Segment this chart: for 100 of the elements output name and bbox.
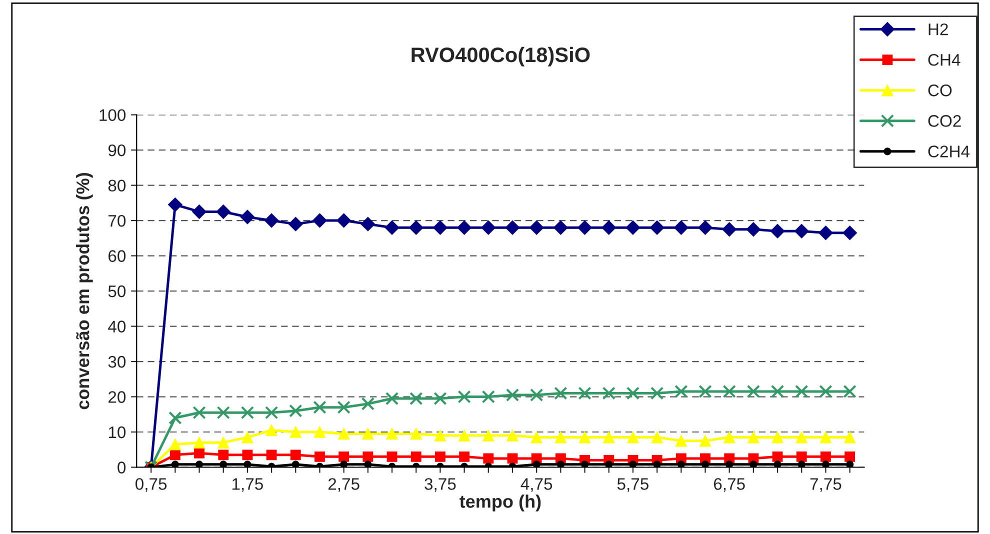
point bbox=[748, 431, 760, 444]
point bbox=[384, 220, 400, 235]
point bbox=[432, 220, 448, 235]
point bbox=[337, 400, 350, 414]
y-tick-label: 100 bbox=[100, 109, 126, 122]
point bbox=[819, 384, 832, 398]
point bbox=[578, 386, 592, 400]
point bbox=[820, 451, 831, 462]
point bbox=[434, 430, 446, 442]
point bbox=[360, 216, 376, 232]
y-tick-label: 0 bbox=[118, 462, 126, 474]
point bbox=[195, 460, 204, 468]
legend-label: CH4 bbox=[928, 54, 960, 66]
point bbox=[386, 428, 398, 440]
point bbox=[794, 224, 809, 238]
point bbox=[795, 384, 808, 398]
point bbox=[314, 426, 326, 438]
point bbox=[482, 390, 495, 404]
point bbox=[506, 388, 520, 402]
point bbox=[435, 451, 446, 462]
point bbox=[289, 404, 302, 418]
point bbox=[361, 397, 375, 410]
x-tick-label: 3,75 bbox=[424, 478, 456, 492]
point bbox=[556, 460, 565, 468]
y-tick-label: 10 bbox=[108, 426, 126, 438]
point bbox=[554, 431, 567, 444]
point bbox=[578, 220, 592, 235]
x-tick-label: 7,75 bbox=[810, 478, 842, 492]
point bbox=[193, 436, 206, 448]
y-tick-label: 70 bbox=[108, 214, 126, 227]
point bbox=[216, 406, 230, 420]
point bbox=[674, 220, 688, 235]
point bbox=[772, 431, 784, 444]
point bbox=[410, 392, 423, 406]
point bbox=[532, 460, 540, 468]
point bbox=[650, 220, 664, 235]
point bbox=[602, 386, 616, 400]
point bbox=[192, 406, 206, 420]
point bbox=[192, 204, 206, 219]
point bbox=[458, 430, 470, 442]
point bbox=[844, 451, 856, 462]
point bbox=[410, 451, 422, 462]
point bbox=[457, 220, 472, 235]
y-tick-label: 60 bbox=[108, 250, 126, 262]
y-tick-label: 20 bbox=[108, 391, 126, 403]
point bbox=[843, 384, 856, 398]
point bbox=[194, 448, 204, 458]
point bbox=[653, 460, 661, 468]
point bbox=[602, 220, 616, 235]
point bbox=[699, 434, 712, 447]
point bbox=[626, 386, 640, 400]
x-tick-label: 1,75 bbox=[232, 478, 263, 492]
point bbox=[554, 386, 568, 400]
point bbox=[336, 213, 352, 228]
point bbox=[218, 450, 229, 460]
point bbox=[459, 451, 470, 462]
legend-label: H2 bbox=[928, 23, 948, 36]
point bbox=[798, 460, 806, 468]
point bbox=[820, 431, 832, 444]
point bbox=[264, 213, 279, 228]
point bbox=[627, 431, 639, 444]
point bbox=[723, 431, 736, 444]
point bbox=[796, 451, 807, 462]
point bbox=[842, 226, 858, 240]
point bbox=[677, 460, 685, 468]
point bbox=[605, 460, 613, 468]
legend-label: C2H4 bbox=[928, 146, 970, 158]
point bbox=[290, 450, 301, 460]
y-tick-label: 40 bbox=[108, 320, 126, 332]
point bbox=[822, 460, 830, 468]
point bbox=[242, 431, 254, 444]
point bbox=[338, 428, 350, 440]
point bbox=[217, 436, 230, 448]
point bbox=[770, 224, 785, 238]
point bbox=[264, 406, 278, 420]
point bbox=[292, 460, 300, 468]
y-axis-title: conversão em produtos (%) bbox=[76, 173, 93, 410]
point bbox=[170, 450, 180, 460]
point bbox=[750, 460, 758, 468]
y-tick-label: 30 bbox=[108, 356, 126, 368]
point bbox=[171, 460, 179, 468]
point bbox=[385, 392, 399, 406]
point bbox=[580, 460, 589, 468]
point bbox=[675, 434, 688, 447]
point bbox=[240, 406, 254, 420]
point bbox=[483, 453, 494, 464]
point bbox=[772, 451, 783, 462]
point bbox=[216, 204, 231, 219]
point bbox=[626, 220, 640, 235]
x-tick-label: 4,75 bbox=[520, 478, 552, 492]
point bbox=[701, 460, 710, 468]
point bbox=[553, 220, 568, 235]
point bbox=[698, 220, 712, 235]
point bbox=[242, 450, 253, 460]
point bbox=[481, 220, 496, 235]
point bbox=[629, 460, 637, 468]
point bbox=[288, 216, 303, 232]
point bbox=[770, 384, 784, 398]
point bbox=[507, 453, 518, 464]
point bbox=[818, 226, 833, 240]
